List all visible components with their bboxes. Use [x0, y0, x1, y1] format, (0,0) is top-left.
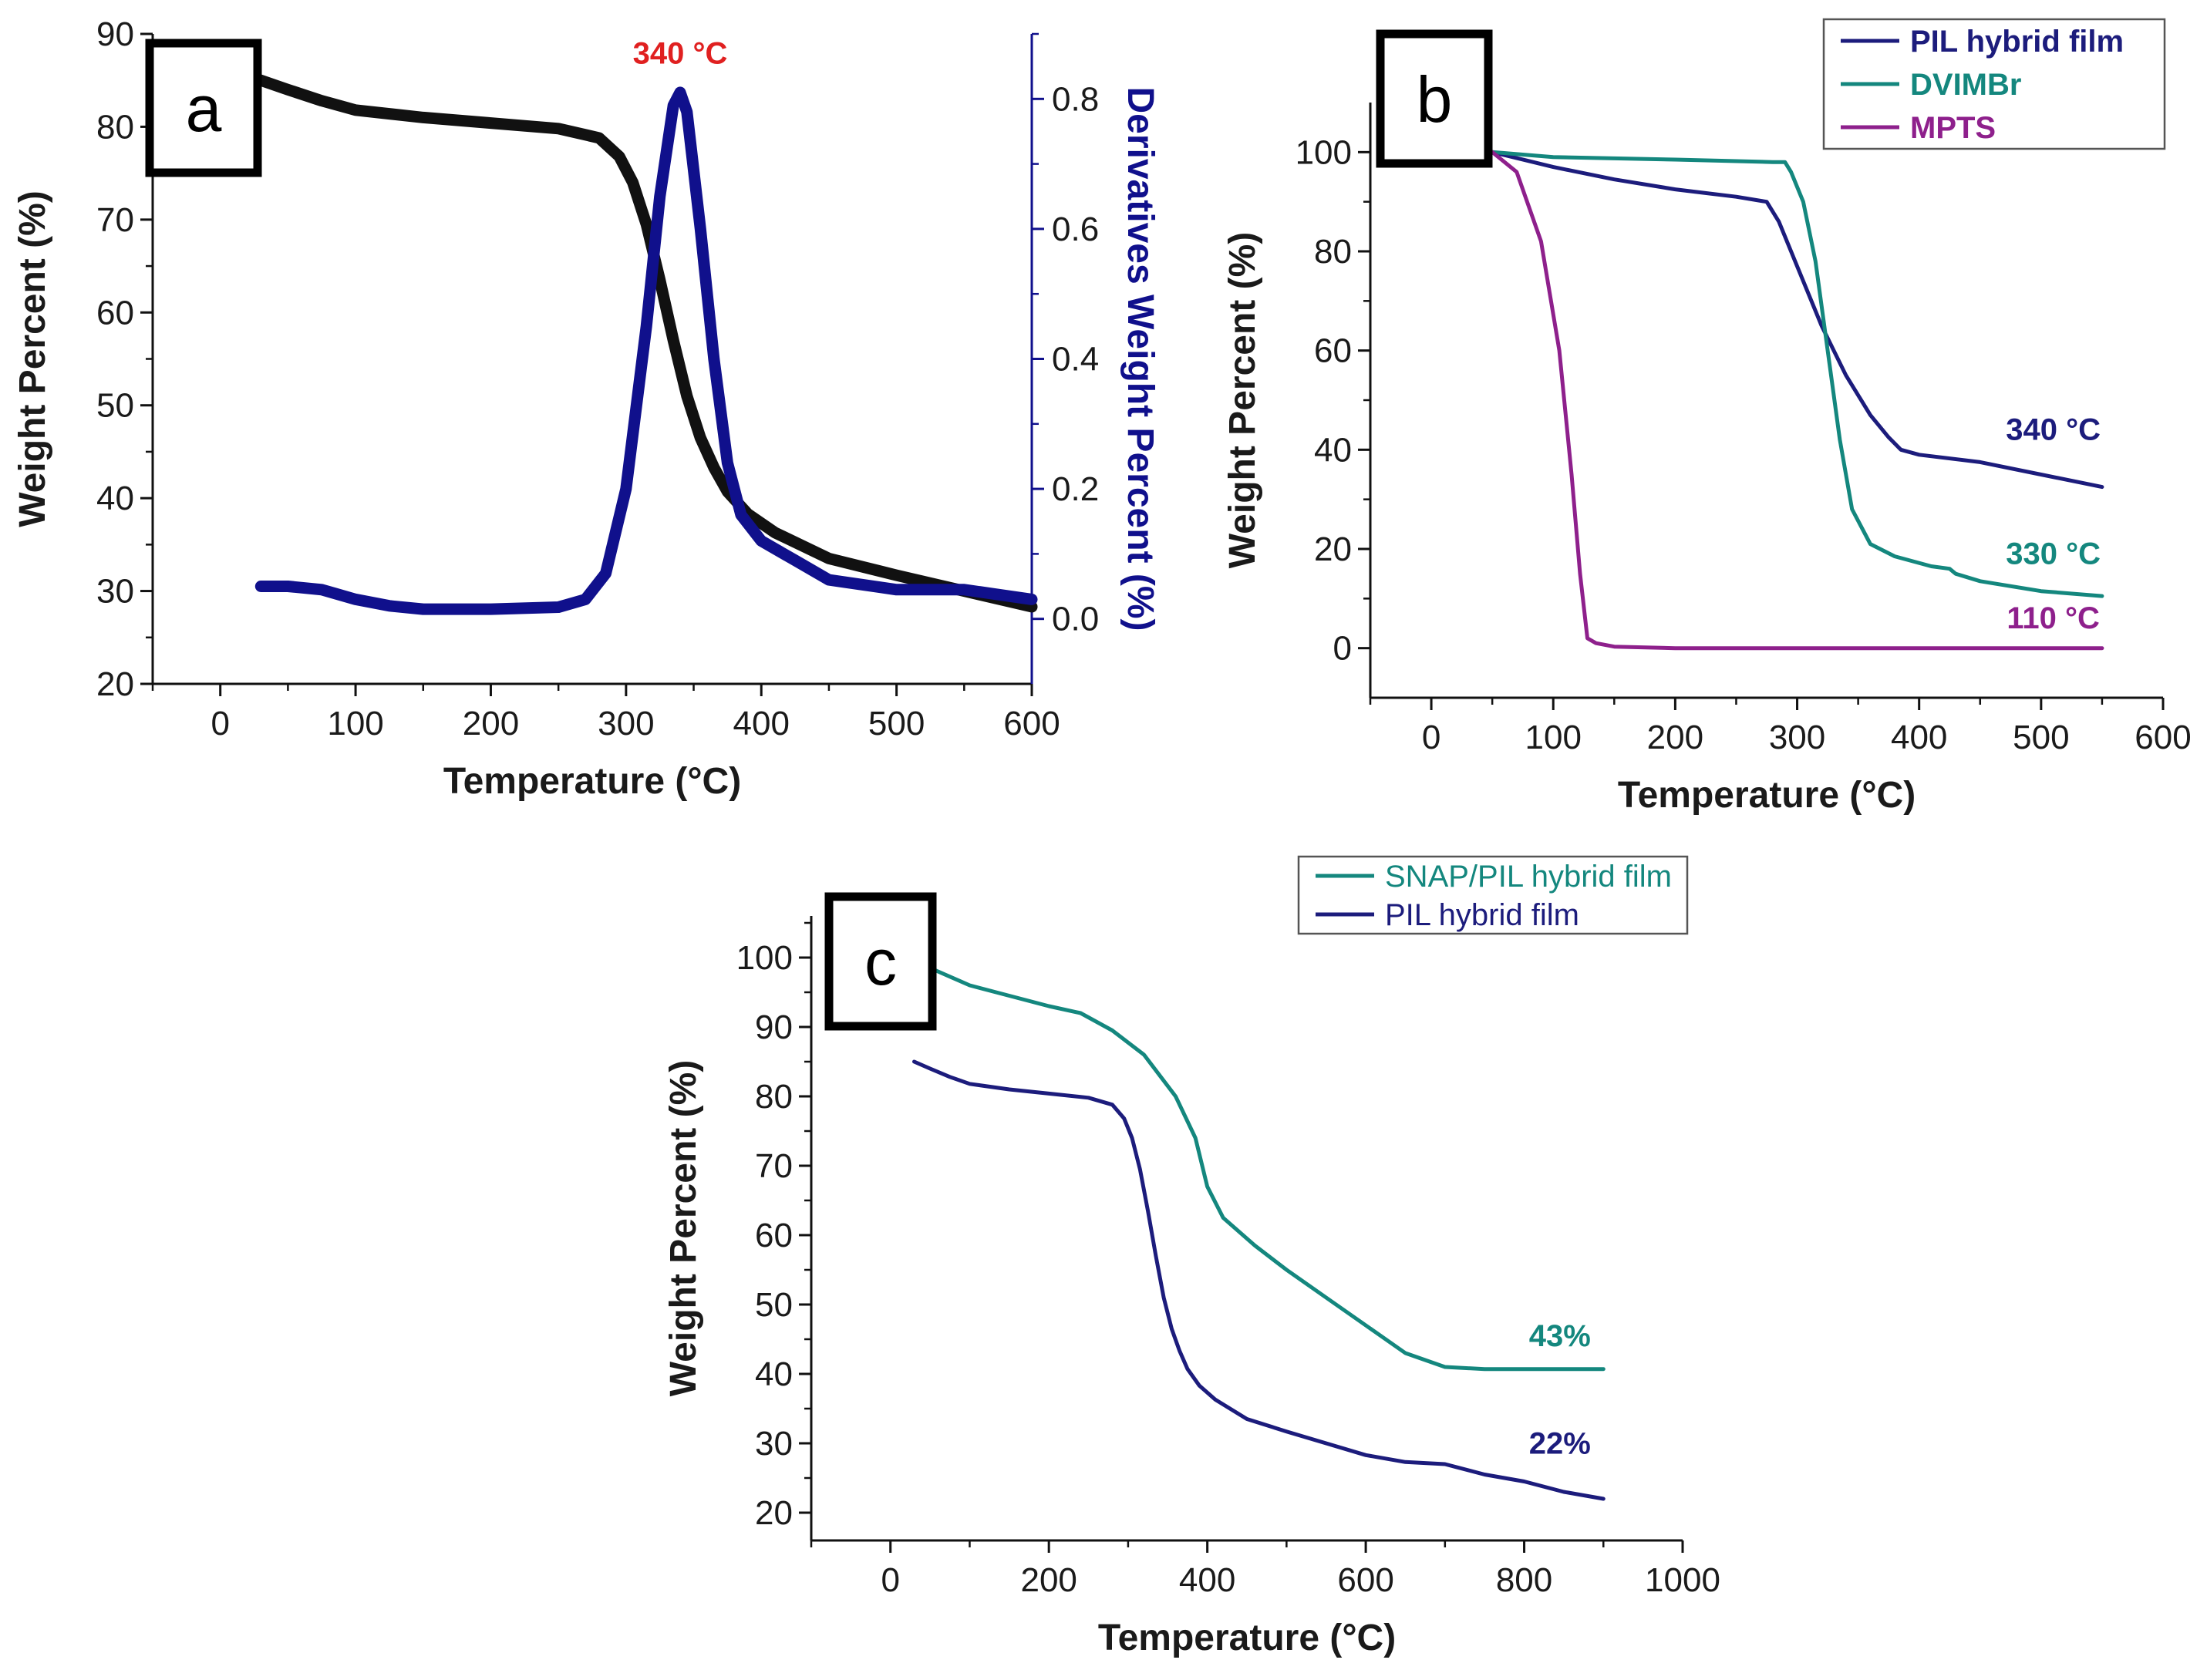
y-tick-label: 20	[755, 1494, 793, 1532]
x-tick-label: 0	[881, 1561, 899, 1599]
x-tick-label: 200	[463, 705, 519, 742]
series-line-dvimbr	[1490, 150, 2104, 598]
x-tick-label: 0	[1422, 719, 1440, 756]
x-axis-title: Temperature (°C)	[1098, 1618, 1396, 1658]
y-tick-label: 40	[96, 480, 134, 517]
y-tick-label: 50	[755, 1286, 793, 1324]
series-line-mpts	[1490, 150, 2104, 651]
x-tick-label: 400	[1179, 1561, 1235, 1599]
series-line-pil-hybrid-film	[1490, 150, 2104, 490]
y-tick-label: 100	[1296, 133, 1352, 171]
y-tick-label: 100	[736, 939, 793, 977]
x-tick-label: 600	[1337, 1561, 1393, 1599]
y-tick-label: 70	[96, 201, 134, 239]
series-line-snap-pil-hybrid-film	[928, 966, 1606, 1372]
series-line-weight-percent	[254, 74, 1038, 613]
x-axis-title: Temperature (°C)	[1618, 775, 1916, 816]
legend-entry: PIL hybrid film	[1910, 25, 2124, 59]
y-tick-label: 40	[1314, 431, 1352, 469]
legend: SNAP/PIL hybrid film PIL hybrid film	[1297, 855, 1689, 935]
x-tick-label: 800	[1496, 1561, 1552, 1599]
x-tick-label: 600	[2135, 719, 2191, 756]
chart-panel-a: 0 100 200 300 400 500 600 20 30 40 50 60 70 80 90 0.0 0.…	[12, 15, 1161, 802]
x-tick-label: 500	[868, 705, 925, 742]
y-tick-label: 30	[96, 573, 134, 611]
chart-panel-b: 0 100 200 300 400 500 600 0 20 40 60 80 100 Temperatu…	[1222, 18, 2192, 816]
x-tick-label: 400	[733, 705, 790, 742]
chart-panel-c: 0 200 400 600 800 1000 20 30 40 50 60 70 80 90 100 Temp…	[663, 855, 1720, 1658]
y-tick-label: 80	[96, 108, 134, 146]
annotation-label: 43%	[1529, 1319, 1591, 1353]
y2-tick-label: 0.6	[1052, 210, 1099, 248]
legend-box	[1297, 855, 1689, 935]
x-tick-label: 1000	[1645, 1561, 1720, 1599]
y-tick-label: 50	[96, 387, 134, 425]
y-axis-title: Weight Percent (%)	[1222, 232, 1263, 569]
legend: PIL hybrid film DVIMBr MPTS	[1822, 18, 2166, 150]
y-tick-label: 80	[755, 1078, 793, 1116]
legend-entry: DVIMBr	[1910, 68, 2021, 102]
x-tick-label: 300	[1769, 719, 1825, 756]
annotation-label: 330 °C	[2006, 537, 2101, 571]
x-tick-label: 200	[1647, 719, 1703, 756]
y-axis-title: Weight Percent (%)	[12, 190, 53, 527]
y2-tick-label: 0.4	[1052, 341, 1099, 379]
y-tick-label: 20	[1314, 530, 1352, 568]
y-tick-label: 60	[755, 1217, 793, 1254]
panel-label-box	[145, 39, 262, 177]
y-tick-label: 90	[755, 1008, 793, 1046]
y2-tick-label: 0.0	[1052, 601, 1099, 638]
panel-label: a	[186, 72, 222, 145]
x-tick-label: 100	[327, 705, 383, 742]
x-tick-label: 200	[1020, 1561, 1077, 1599]
x-tick-label: 100	[1525, 719, 1582, 756]
y2-tick-label: 0.2	[1052, 470, 1099, 508]
y-tick-label: 0	[1333, 630, 1352, 668]
legend-entry: PIL hybrid film	[1385, 898, 1579, 932]
panel-label-box	[1376, 29, 1493, 168]
y-tick-label: 90	[96, 15, 134, 53]
y-tick-label: 80	[1314, 233, 1352, 271]
y-tick-label: 60	[96, 294, 134, 332]
series-line-derivatives-weight-percent	[254, 86, 1038, 615]
legend-entry: SNAP/PIL hybrid film	[1385, 860, 1672, 894]
legend-entry: MPTS	[1910, 111, 1996, 145]
x-axis-title: Temperature (°C)	[443, 761, 741, 802]
y-tick-label: 30	[755, 1425, 793, 1463]
y2-axis-title: Derivatives Weight Percent (%)	[1120, 86, 1161, 631]
annotation-label: 110 °C	[2007, 601, 2100, 635]
x-tick-label: 0	[211, 705, 229, 742]
x-tick-label: 600	[1003, 705, 1060, 742]
panel-label: c	[864, 926, 897, 998]
x-tick-label: 500	[2013, 719, 2069, 756]
y-tick-label: 60	[1314, 332, 1352, 370]
panel-label-box	[824, 892, 937, 1031]
x-tick-label: 400	[1891, 719, 1947, 756]
panel-label: b	[1417, 63, 1453, 136]
series-line-pil-hybrid-film	[912, 1059, 1606, 1501]
x-tick-label: 300	[598, 705, 654, 742]
y-tick-label: 40	[755, 1355, 793, 1393]
y-axis-title: Weight Percent (%)	[663, 1060, 704, 1397]
annotation-label: 22%	[1529, 1427, 1591, 1461]
annotation-label: 340 °C	[2006, 412, 2101, 446]
y2-tick-label: 0.8	[1052, 80, 1099, 118]
annotation-label: 340 °C	[633, 37, 728, 71]
y-tick-label: 20	[96, 665, 134, 703]
y-tick-label: 70	[755, 1147, 793, 1185]
